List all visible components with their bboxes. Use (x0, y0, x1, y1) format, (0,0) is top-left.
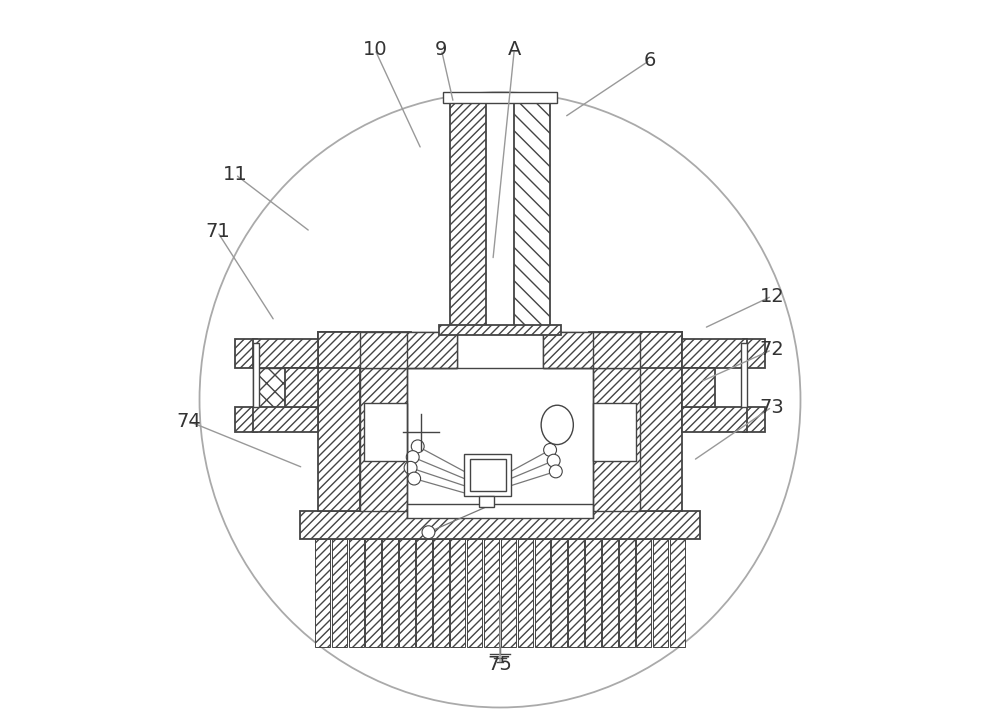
Bar (589, 332, 682, 368)
Circle shape (544, 443, 557, 456)
Bar (640, 332, 682, 510)
Bar (450, 96, 486, 332)
Circle shape (547, 454, 560, 467)
Circle shape (406, 451, 419, 464)
Bar (253, 407, 318, 432)
Ellipse shape (200, 92, 800, 707)
Text: 12: 12 (759, 287, 784, 306)
Bar (682, 339, 747, 368)
Circle shape (422, 526, 435, 539)
Text: 73: 73 (759, 397, 784, 417)
Bar (682, 407, 747, 432)
Bar (443, 92, 557, 103)
Bar (585, 539, 601, 647)
Bar (360, 332, 457, 368)
Bar (479, 497, 494, 507)
Bar (235, 407, 257, 432)
Bar (518, 539, 533, 647)
Text: 71: 71 (205, 222, 230, 242)
Bar (602, 539, 618, 647)
Bar (365, 539, 381, 647)
Circle shape (408, 472, 421, 485)
Circle shape (549, 465, 562, 478)
Bar (619, 539, 635, 647)
Bar (382, 539, 398, 647)
Bar (416, 539, 432, 647)
Bar (253, 342, 259, 407)
Bar (318, 332, 360, 510)
Bar (670, 539, 685, 647)
Bar (439, 324, 561, 335)
Bar (741, 342, 747, 407)
Bar (636, 539, 651, 647)
Bar (551, 539, 567, 647)
Bar (300, 510, 700, 539)
Bar (467, 539, 482, 647)
Text: 72: 72 (759, 340, 784, 359)
Bar (743, 339, 765, 368)
Text: 74: 74 (176, 412, 201, 431)
Bar (501, 539, 516, 647)
Bar (543, 332, 640, 368)
Bar (399, 539, 415, 647)
Bar (360, 368, 407, 510)
Bar (253, 368, 289, 425)
Bar (593, 404, 636, 461)
Bar (315, 539, 330, 647)
Bar (407, 332, 457, 368)
Bar (407, 503, 593, 518)
Bar (235, 339, 257, 368)
Bar (450, 539, 465, 647)
Text: 75: 75 (488, 655, 512, 674)
Bar (318, 332, 411, 368)
Bar (364, 404, 407, 461)
Text: 6: 6 (644, 50, 656, 69)
Bar (484, 539, 499, 647)
Text: 9: 9 (435, 40, 448, 59)
Bar (653, 539, 668, 647)
Bar (568, 539, 584, 647)
Bar (535, 539, 550, 647)
Circle shape (404, 461, 417, 474)
Bar (253, 339, 318, 368)
Bar (464, 454, 511, 497)
Circle shape (411, 440, 424, 453)
Bar (682, 368, 715, 407)
Bar (514, 96, 550, 332)
Text: 10: 10 (362, 40, 387, 59)
Bar (470, 459, 506, 491)
Bar (543, 332, 593, 368)
Bar (332, 539, 347, 647)
Bar (433, 539, 449, 647)
Text: 11: 11 (223, 165, 248, 184)
Bar (349, 539, 364, 647)
Bar (285, 368, 318, 407)
Bar (593, 368, 640, 510)
Bar (743, 407, 765, 432)
Ellipse shape (541, 405, 573, 445)
Text: A: A (508, 40, 521, 59)
